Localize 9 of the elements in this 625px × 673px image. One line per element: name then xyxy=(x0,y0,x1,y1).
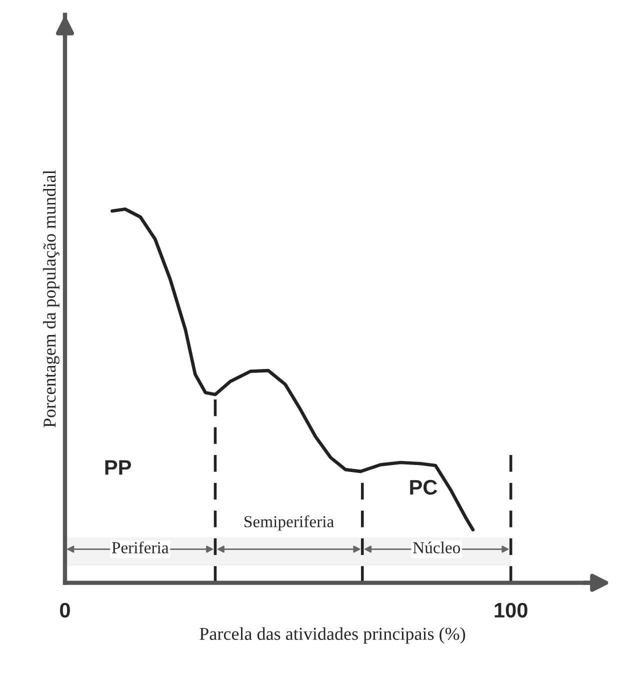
band-label: Semiperiferia xyxy=(244,515,334,531)
y-axis-title: Porcentagem da população mundial xyxy=(43,170,60,428)
band-label: Núcleo xyxy=(413,542,460,554)
band-label: Periferia xyxy=(112,541,169,554)
x-tick-label: 100 xyxy=(494,602,528,618)
x-axis-title: Parcela das atividades principais (%) xyxy=(200,627,466,644)
annotation: PP xyxy=(105,460,132,475)
x-tick-label: 0 xyxy=(60,602,70,618)
annotation: PC xyxy=(410,480,438,495)
